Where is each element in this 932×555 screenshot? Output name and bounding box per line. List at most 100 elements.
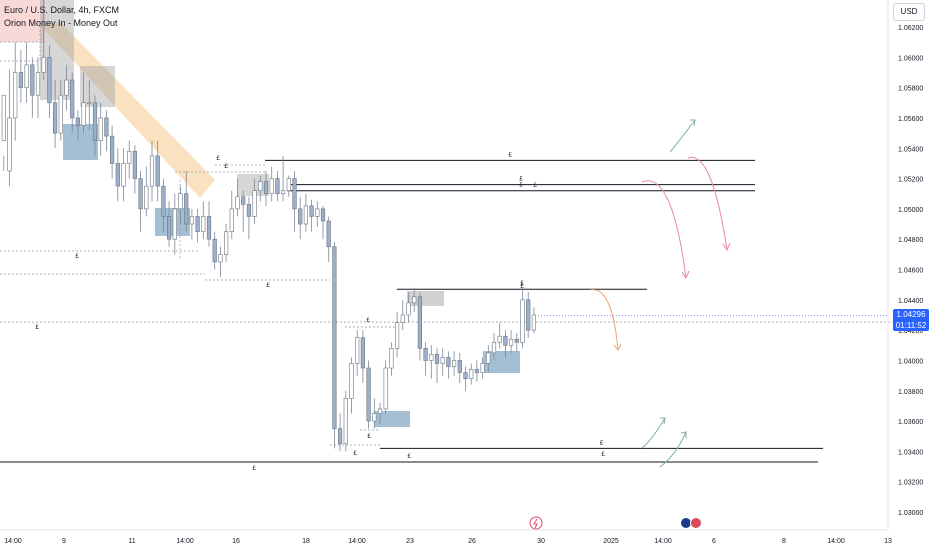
candle [149, 140, 155, 202]
level-label: £ [519, 177, 523, 183]
time-tick-label: 2025 [603, 538, 619, 545]
candle [286, 175, 291, 197]
time-tick-label: 23 [406, 538, 414, 545]
candle-body [212, 238, 217, 263]
candle-body [406, 302, 411, 316]
flag-icon[interactable] [680, 517, 692, 529]
candle-body [474, 369, 480, 373]
price-tick-label: 1.04000 [898, 358, 923, 365]
time-tick-label: 14:00 [4, 538, 22, 545]
candle-body [303, 205, 309, 225]
candle [7, 69, 12, 187]
candle [110, 125, 115, 179]
indicator-title[interactable]: Orion Money In - Money Out [4, 18, 118, 28]
candle [400, 299, 405, 331]
candle [64, 64, 69, 111]
level-label: £ [216, 156, 220, 162]
candle-body [167, 216, 172, 240]
price-tick-label: 1.04400 [898, 298, 923, 305]
candle-body [246, 204, 252, 217]
level-label: £ [520, 284, 524, 290]
event-icons[interactable] [529, 516, 702, 530]
candle-body [75, 117, 80, 126]
candle [406, 292, 411, 323]
candle-body [155, 155, 160, 187]
candle-body [58, 94, 63, 134]
level-label: £ [508, 152, 512, 158]
candle [229, 190, 234, 240]
candle [41, 0, 46, 81]
price-tick-label: 1.05800 [898, 86, 923, 93]
candle [201, 201, 206, 240]
supply-zone-top [0, 0, 45, 42]
price-axis: 1.06200 1.06000 1.05800 1.05600 1.05400 1.052… [887, 0, 923, 530]
candle-body [469, 369, 474, 379]
candle-body [258, 181, 263, 191]
candle [81, 72, 86, 134]
candle [138, 170, 143, 232]
candle-body [412, 296, 417, 304]
candle-body [315, 208, 320, 217]
candle [315, 201, 320, 228]
price-tick-label: 1.04200 [898, 328, 923, 335]
candle-body [189, 216, 195, 225]
candle [383, 360, 388, 414]
arrow-head [680, 431, 687, 438]
time-tick-label: 30 [537, 538, 545, 545]
candle [155, 140, 160, 202]
arrow-head [660, 417, 666, 425]
candle [144, 166, 149, 217]
candle-body [64, 79, 69, 96]
candle [480, 357, 485, 379]
supply-zone [40, 0, 74, 100]
candle-body [47, 57, 52, 104]
candle [412, 287, 417, 312]
flag-icon[interactable] [690, 517, 702, 529]
up-arrow [641, 417, 666, 449]
candle [503, 330, 508, 358]
candle-body [394, 322, 400, 349]
candle-body [526, 299, 531, 331]
candle [241, 190, 246, 232]
arrow-head [690, 119, 696, 127]
candle [469, 363, 474, 385]
candle-body [440, 357, 445, 364]
candle [104, 110, 109, 152]
candle-body [81, 102, 86, 126]
level-label: £ [224, 164, 228, 170]
currency-button[interactable]: USD [893, 3, 925, 21]
candle-body [144, 185, 149, 210]
candle [514, 333, 519, 353]
candle [13, 42, 18, 141]
candle [92, 95, 98, 156]
candle [184, 170, 189, 232]
candle [303, 193, 309, 232]
candle-body [110, 135, 115, 164]
candle [372, 398, 377, 429]
candle-body [24, 64, 29, 88]
candle-body [332, 246, 337, 429]
price-tick-label: 1.03800 [898, 389, 923, 396]
price-tick-label: 1.05600 [898, 116, 923, 123]
candle [531, 307, 536, 334]
candle-body [229, 208, 234, 232]
candle [309, 199, 314, 232]
lightning-icon[interactable] [529, 516, 543, 530]
zones-layer [0, 0, 520, 427]
candle-body [235, 196, 240, 210]
candle [167, 201, 172, 247]
candle [491, 333, 497, 361]
candle [326, 216, 331, 262]
candle-body [366, 367, 371, 422]
candle [275, 170, 280, 202]
time-tick-label: 8 [782, 538, 786, 545]
symbol-title[interactable]: Euro / U.S. Dollar, 4h, FXCM [4, 5, 120, 15]
candle-body [252, 190, 257, 217]
candle-body [178, 193, 183, 210]
candle [252, 178, 257, 225]
candle-body [7, 117, 12, 172]
candle [263, 170, 269, 206]
price-tick-label: 1.06200 [898, 25, 923, 32]
